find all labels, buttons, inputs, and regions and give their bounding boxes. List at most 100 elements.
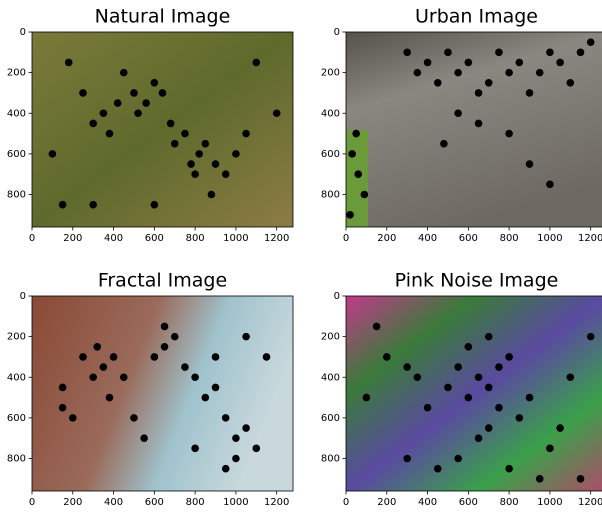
point	[525, 393, 534, 402]
point	[158, 89, 167, 97]
point	[242, 332, 250, 341]
x-tick-label: 600	[459, 497, 478, 508]
point	[130, 89, 138, 97]
y-tick-label: 400	[321, 108, 340, 119]
points	[346, 38, 595, 219]
x-tick-label: 800	[500, 497, 519, 508]
x-tick-label: 800	[186, 233, 205, 244]
point	[505, 68, 513, 77]
point	[525, 89, 534, 97]
x-tick-label: 200	[63, 497, 82, 508]
point	[546, 444, 554, 453]
point	[505, 353, 513, 361]
point	[134, 109, 142, 118]
point	[515, 414, 524, 422]
point	[413, 373, 422, 382]
point	[576, 48, 585, 57]
point	[495, 403, 503, 412]
point	[242, 129, 250, 138]
point	[423, 403, 432, 412]
x-tick-label: 1200	[264, 497, 289, 508]
point	[99, 109, 108, 118]
point	[221, 170, 230, 178]
point	[170, 332, 179, 341]
point	[474, 434, 483, 442]
point	[454, 68, 462, 77]
y-tick-label: 800	[7, 190, 26, 201]
x-tick-label: 800	[500, 233, 519, 244]
point	[505, 464, 513, 473]
x-tick-label: 800	[186, 497, 205, 508]
point	[566, 78, 575, 87]
point	[586, 332, 595, 341]
point	[403, 48, 411, 57]
subplot-title: Fractal Image	[98, 270, 227, 292]
point	[454, 454, 462, 463]
point	[372, 322, 381, 331]
point	[515, 58, 524, 67]
x-tick-label: 400	[418, 497, 437, 508]
point	[187, 160, 195, 168]
x-tick-label: 600	[145, 233, 164, 244]
points	[362, 322, 595, 483]
point	[464, 393, 473, 402]
y-tick-label: 200	[321, 332, 340, 343]
point	[252, 444, 261, 453]
x-tick-label: 1000	[537, 497, 562, 508]
point	[433, 78, 442, 87]
point	[58, 383, 67, 392]
point	[444, 383, 452, 392]
point	[576, 475, 585, 483]
point	[474, 373, 483, 382]
point	[556, 424, 564, 432]
point	[68, 414, 77, 422]
point	[160, 342, 169, 351]
point	[181, 129, 189, 138]
point	[150, 200, 159, 209]
point	[484, 78, 493, 87]
point	[150, 353, 159, 361]
point	[354, 170, 363, 178]
point	[464, 342, 473, 351]
y-tick-label: 200	[321, 68, 340, 79]
point	[201, 393, 210, 402]
point	[242, 424, 250, 432]
point	[484, 383, 493, 392]
point	[454, 109, 462, 118]
x-tick-label: 1000	[537, 233, 562, 244]
axes-frame	[345, 31, 602, 228]
point	[232, 454, 240, 463]
point	[464, 58, 473, 67]
point	[191, 373, 199, 382]
x-tick-label: 400	[418, 233, 437, 244]
points	[58, 322, 271, 473]
point	[79, 353, 87, 361]
y-tick-label: 400	[7, 108, 26, 119]
point	[474, 89, 483, 97]
point	[105, 129, 114, 138]
point	[586, 38, 595, 46]
point	[58, 403, 67, 412]
point	[140, 434, 148, 442]
point	[48, 150, 57, 158]
axes-frame	[31, 31, 294, 228]
point	[505, 129, 513, 138]
subplot-title: Pink Noise Image	[395, 270, 559, 292]
x-tick-label: 200	[377, 497, 396, 508]
point	[444, 48, 452, 57]
point	[525, 160, 534, 168]
y-tick-label: 0	[20, 27, 26, 38]
point	[170, 139, 179, 148]
point	[362, 393, 371, 402]
point	[382, 353, 391, 361]
point	[413, 68, 422, 77]
y-tick-label: 800	[7, 454, 26, 465]
point	[433, 464, 442, 473]
point	[113, 99, 122, 107]
x-tick-label: 400	[104, 497, 123, 508]
point	[191, 170, 199, 178]
point	[201, 139, 210, 148]
image-background	[32, 32, 293, 227]
point	[99, 363, 108, 371]
